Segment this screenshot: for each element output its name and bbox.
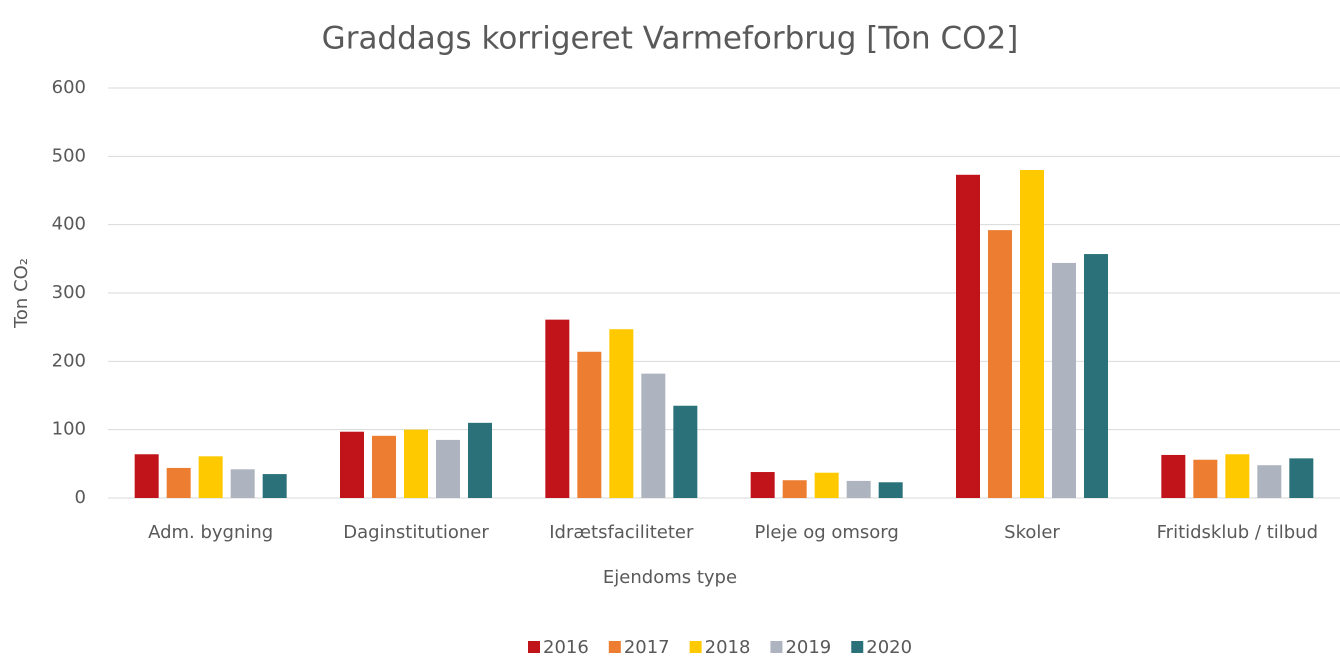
legend-label: 2020 — [866, 637, 912, 656]
x-tick-label: Adm. bygning — [148, 522, 273, 543]
bar — [846, 480, 871, 498]
bar — [230, 469, 255, 498]
bar — [1193, 459, 1218, 498]
y-tick-label: 400 — [52, 214, 86, 235]
legend-label: 2019 — [785, 637, 831, 656]
bar — [372, 435, 396, 498]
legend-label: 2018 — [705, 637, 751, 656]
chart-title: Graddags korrigeret Varmeforbrug [Ton CO… — [322, 21, 1019, 57]
y-tick-label: 300 — [52, 282, 86, 303]
bar — [262, 474, 287, 498]
bar — [577, 351, 602, 498]
y-tick-label: 500 — [52, 145, 86, 166]
x-tick-label: Daginstitutioner — [343, 522, 489, 543]
bar — [1052, 262, 1076, 498]
legend-swatch — [528, 641, 540, 653]
bar — [956, 174, 980, 499]
bar — [166, 467, 191, 498]
x-axis-title: Ejendoms type — [603, 567, 737, 588]
bar — [468, 422, 492, 498]
x-tick-label: Fritidsklub / tilbud — [1157, 522, 1318, 543]
y-tick-label: 100 — [52, 419, 86, 440]
bar — [609, 329, 634, 498]
legend-swatch — [770, 641, 783, 653]
y-tick-label: 600 — [52, 77, 86, 98]
bar — [1084, 254, 1108, 498]
x-tick-label: Idrætsfaciliteter — [549, 522, 694, 543]
y-tick-label: 200 — [52, 350, 86, 371]
legend-swatch — [608, 641, 621, 653]
legend-swatch — [851, 641, 864, 653]
bar — [436, 439, 460, 498]
legend-label: 2017 — [624, 637, 670, 656]
bar — [1257, 465, 1282, 498]
bar — [988, 230, 1012, 498]
bar — [750, 472, 775, 498]
bar — [878, 482, 903, 498]
bar — [1289, 458, 1314, 498]
bar — [198, 456, 223, 498]
bar — [782, 480, 807, 498]
bar — [641, 373, 666, 498]
bar — [340, 431, 364, 498]
legend-swatch — [689, 641, 702, 653]
legend-label: 2016 — [543, 637, 589, 656]
x-tick-label: Skoler — [1004, 522, 1060, 543]
bar — [404, 429, 428, 498]
x-tick-label: Pleje og omsorg — [754, 522, 898, 543]
bar — [1161, 454, 1186, 498]
bar — [134, 454, 159, 498]
y-axis-title: Ton CO₂ — [11, 258, 32, 329]
bar — [1225, 454, 1250, 498]
bar — [673, 405, 698, 498]
bar — [545, 319, 570, 498]
y-tick-label: 0 — [75, 487, 86, 508]
bar — [814, 472, 839, 498]
bar — [1020, 170, 1044, 498]
